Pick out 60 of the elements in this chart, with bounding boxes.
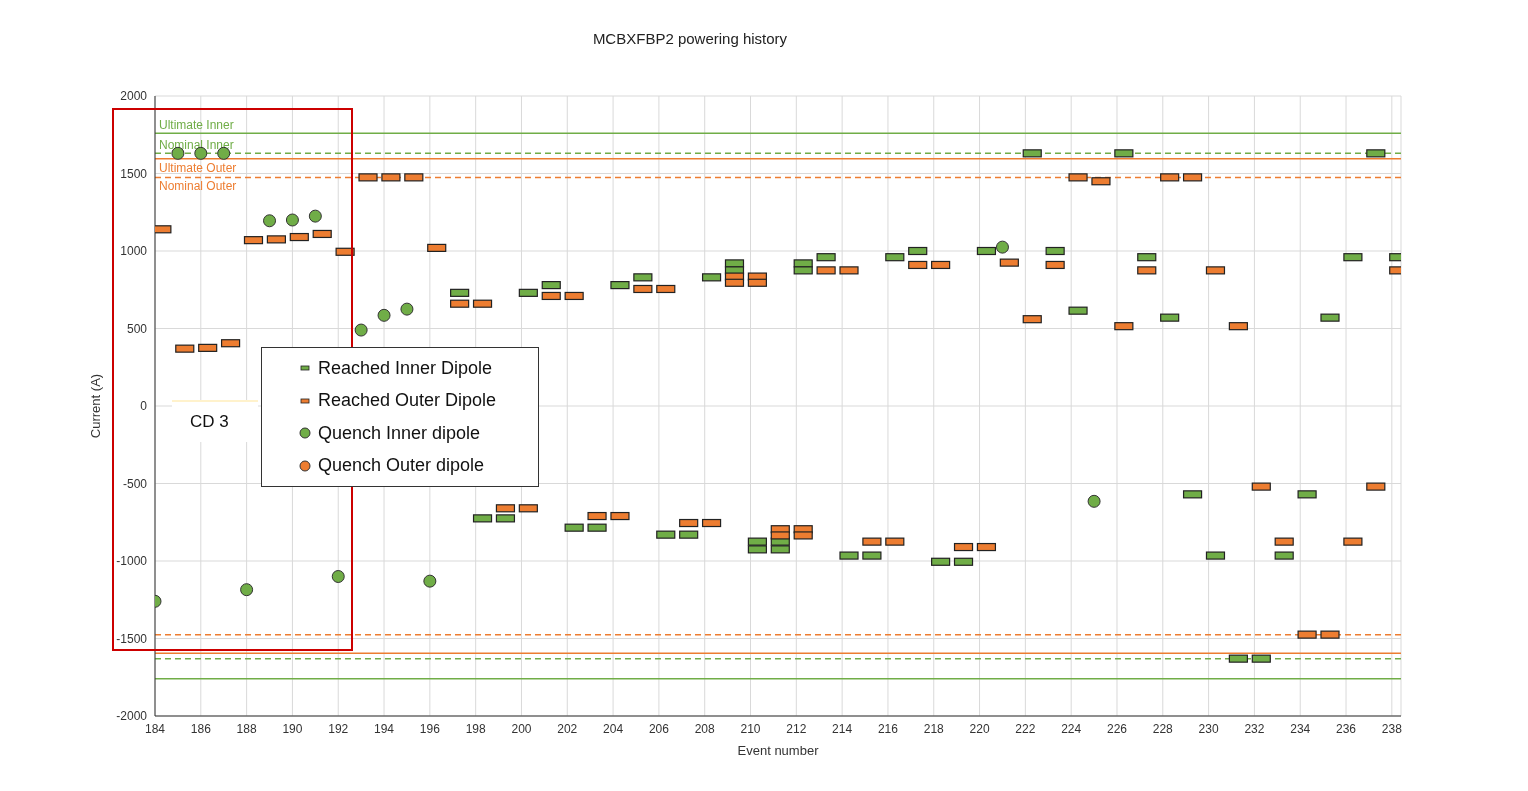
ref-line-label: Ultimate Inner: [159, 118, 234, 133]
x-tick-label: 232: [1244, 721, 1265, 736]
point: [240, 583, 254, 597]
x-tick-label: 208: [694, 721, 716, 736]
annotation: CD 3: [172, 400, 258, 442]
y-tick-label: 500: [126, 321, 148, 336]
y-tick-label: -1500: [116, 631, 148, 646]
point: [308, 209, 322, 223]
y-tick-label: -1000: [116, 554, 148, 569]
x-tick-label: 236: [1336, 721, 1357, 736]
x-tick-label: 206: [648, 721, 670, 736]
ref-line-label: Nominal Inner: [159, 138, 234, 153]
ref-line-label: Nominal Outer: [159, 179, 237, 194]
x-tick-label: 192: [328, 721, 349, 736]
y-tick-label: -500: [122, 476, 148, 491]
legend-label: Quench Outer dipole: [318, 455, 485, 477]
x-tick-label: 190: [282, 721, 303, 736]
point: [423, 574, 437, 588]
x-tick-label: 210: [740, 721, 761, 736]
x-tick-label: 212: [786, 721, 807, 736]
x-tick-label: 186: [190, 721, 212, 736]
y-axis-title: Current (A): [87, 373, 103, 439]
x-tick-label: 228: [1152, 721, 1174, 736]
x-tick-label: 234: [1290, 721, 1311, 736]
legend-label: Quench Inner dipole: [318, 422, 481, 444]
x-tick-label: 204: [603, 721, 624, 736]
x-tick-label: 200: [511, 721, 532, 736]
y-tick-label: 1500: [120, 166, 148, 181]
y-tick-label: -2000: [116, 709, 148, 724]
x-tick-label: 238: [1381, 721, 1403, 736]
x-tick-label: 226: [1106, 721, 1128, 736]
point: [331, 570, 345, 583]
x-tick-label: 230: [1198, 721, 1219, 736]
x-tick-label: 194: [374, 721, 395, 736]
chart-title: MCBXFBP2 powering history: [591, 30, 789, 47]
legend-label: Reached Inner Dipole: [318, 357, 493, 379]
x-tick-label: 198: [465, 721, 486, 736]
point: [285, 213, 299, 227]
x-tick-label: 222: [1015, 721, 1036, 736]
point: [377, 308, 391, 322]
point: [1087, 494, 1101, 508]
y-tick-label: 0: [140, 399, 148, 414]
point: [354, 323, 368, 337]
point: [995, 240, 1009, 254]
x-tick-label: 216: [877, 721, 899, 736]
x-tick-label: 188: [236, 721, 257, 736]
y-tick-label: 1000: [120, 244, 148, 259]
x-tick-label: 224: [1061, 721, 1082, 736]
x-tick-label: 220: [969, 721, 990, 736]
x-tick-label: 214: [832, 721, 853, 736]
ref-line-label: Ultimate Outer: [159, 160, 237, 175]
x-axis-title: Event number: [737, 743, 820, 759]
point: [263, 214, 277, 228]
x-tick-label: 196: [419, 721, 441, 736]
point: [400, 302, 414, 316]
legend-label: Reached Outer Dipole: [318, 390, 497, 412]
x-tick-label: 202: [557, 721, 578, 736]
x-tick-label: 218: [923, 721, 945, 736]
x-tick-label: 184: [144, 721, 166, 736]
y-tick-label: 2000: [120, 89, 148, 104]
